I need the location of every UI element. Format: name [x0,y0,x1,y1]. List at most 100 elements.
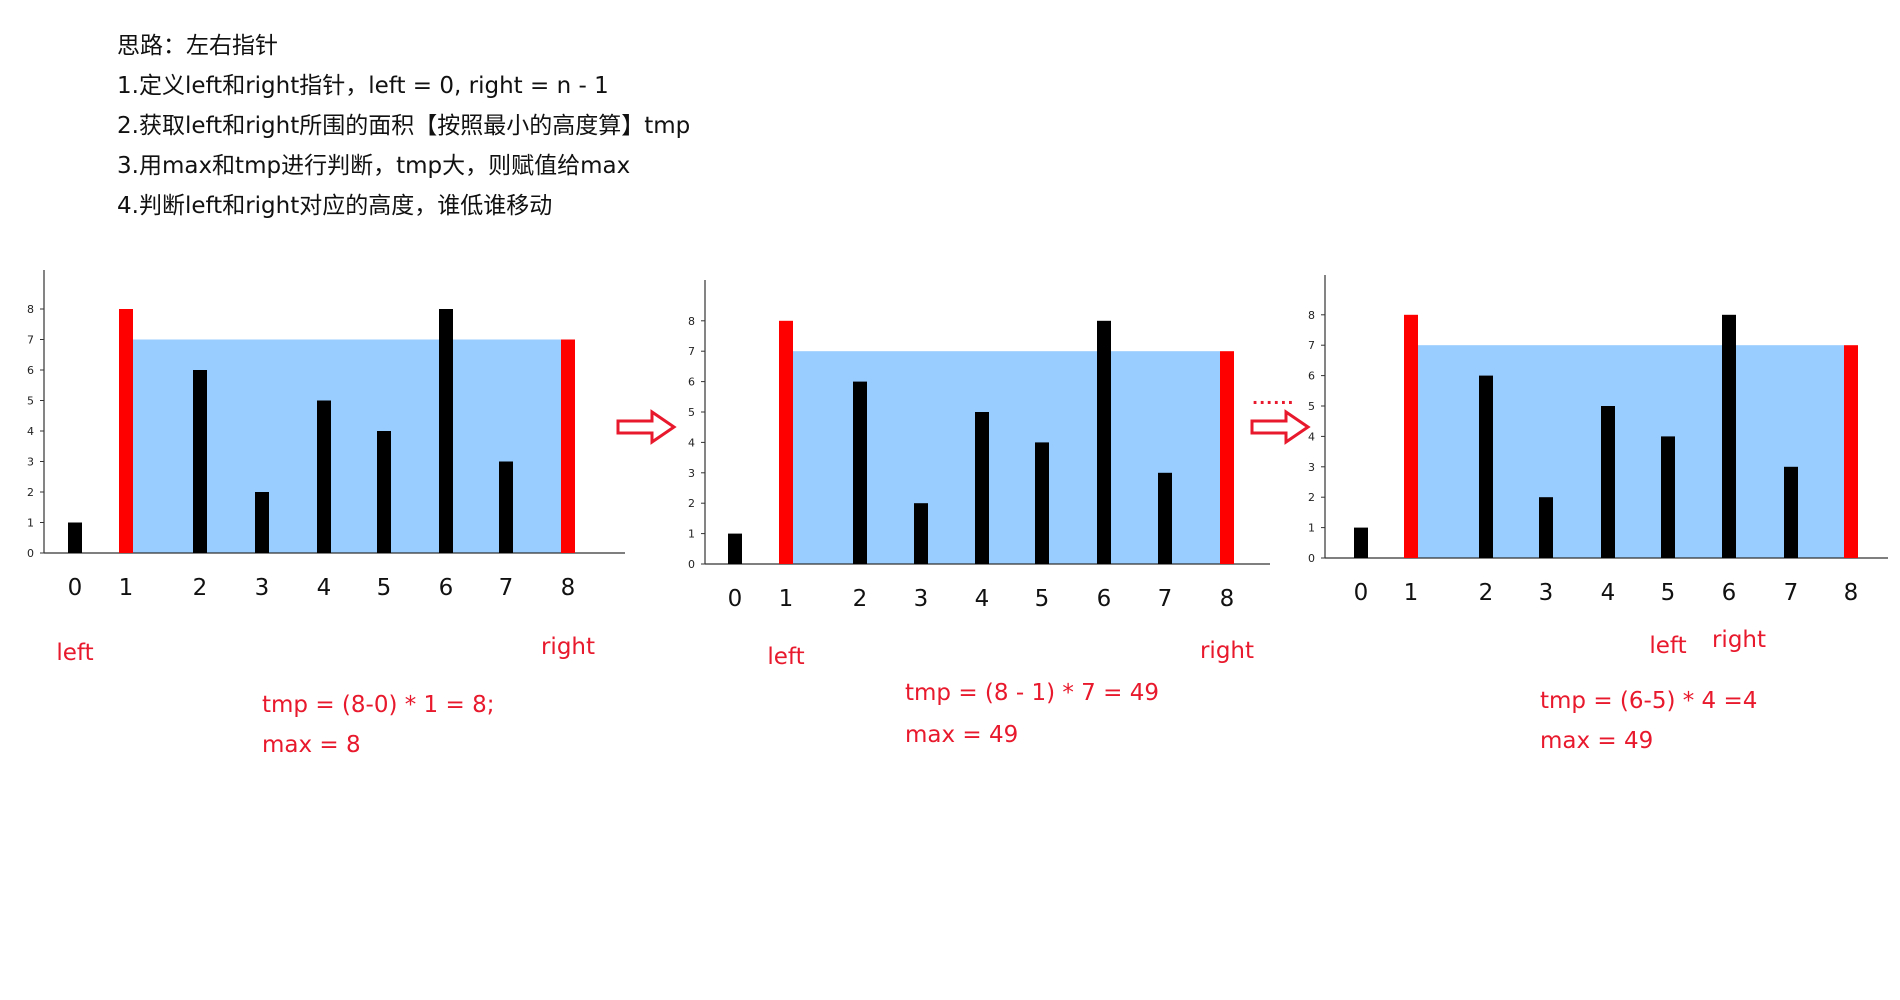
chart-1: 0 1 2 3 4 5 6 7 8 0 1 2 3 4 5 6 7 8 left right tmp = (8-0) *… [27,270,625,758]
bar-2 [853,381,867,564]
y-tick-label: 0 [27,547,34,560]
chart-3: 0 1 2 3 4 5 6 7 8 0 1 2 3 4 5 6 7 8 left right tmp = (6-5) *… [1308,275,1888,754]
y-tick-label: 5 [27,395,34,408]
tmp-formula: tmp = (8-0) * 1 = 8; [262,692,494,718]
category-label: 0 [728,586,743,612]
category-label: 2 [853,586,868,612]
category-label: 8 [1220,586,1235,612]
bar-7 [1784,466,1798,558]
y-tick-label: 1 [688,528,695,541]
notes-step-1: 1.定义left和right指针，left = 0, right = n - 1 [117,73,609,99]
category-label: 3 [255,575,270,601]
bar-4 [975,412,989,564]
y-tick-label: 2 [27,486,34,499]
tmp-formula: tmp = (8 - 1) * 7 = 49 [905,680,1159,706]
y-tick-label: 4 [27,425,34,438]
y-tick-label: 5 [1308,400,1315,413]
category-label: 2 [1479,580,1494,606]
y-tick-label: 8 [1308,309,1315,322]
y-tick-label: 3 [1308,461,1315,474]
max-value: max = 49 [1540,728,1653,754]
y-tick-label: 2 [1308,491,1315,504]
category-label: 6 [1722,580,1737,606]
left-pointer-label: left [767,644,804,670]
bar-3 [914,503,928,564]
left-pointer-label: left [1649,633,1686,659]
category-label: 5 [1035,586,1050,612]
transition-arrow-1 [616,409,677,445]
max-value: max = 49 [905,722,1018,748]
y-tick-label: 4 [688,436,695,449]
category-label: 8 [1844,580,1859,606]
y-tick-label: 6 [1308,370,1315,383]
category-label: 1 [779,586,794,612]
bar-8 [1844,345,1858,558]
category-label: 7 [499,575,514,601]
right-pointer-label: right [1200,638,1254,664]
ellipsis-dots: ...... [1252,389,1294,408]
bar-6 [1097,320,1111,564]
bar-5 [1035,442,1049,564]
y-tick-label: 1 [1308,522,1315,535]
bar-2 [193,370,207,553]
y-tick-label: 7 [27,334,34,347]
category-label: 2 [193,575,208,601]
bar-7 [1158,472,1172,564]
category-label: 7 [1784,580,1799,606]
category-label: 8 [561,575,576,601]
bar-0 [1354,527,1368,558]
bar-3 [255,492,269,553]
y-tick-label: 3 [688,467,695,480]
y-tick-label: 7 [1308,339,1315,352]
bar-6 [439,309,453,553]
bar-4 [1601,406,1615,558]
y-tick-label: 0 [688,558,695,571]
category-label: 5 [377,575,392,601]
notes-title: 思路：左右指针 [117,33,278,59]
bar-2 [1479,375,1493,558]
y-tick-label: 0 [1308,552,1315,565]
arrow-shape [616,409,677,445]
chart-2: 0 1 2 3 4 5 6 7 8 0 1 2 3 4 5 6 7 8 left right tmp = (8 - 1)… [688,280,1270,748]
bar-5 [377,431,391,553]
bar-7 [499,461,513,553]
notes-step-2: 2.获取left和right所围的面积【按照最小的高度算】tmp [117,113,691,139]
bar-1 [779,320,793,564]
y-tick-label: 3 [27,456,34,469]
y-tick-label: 5 [688,406,695,419]
category-label: 3 [1539,580,1554,606]
bar-1 [119,309,133,553]
bar-6 [1722,314,1736,558]
category-label: 7 [1158,586,1173,612]
right-pointer-label: right [1712,627,1766,653]
category-label: 6 [439,575,454,601]
category-label: 4 [975,586,990,612]
transition-arrow-2 [1250,409,1311,445]
bar-0 [68,522,82,553]
y-tick-label: 8 [27,303,34,316]
category-label: 1 [119,575,134,601]
bar-4 [317,400,331,553]
category-label: 4 [317,575,332,601]
category-label: 5 [1661,580,1676,606]
bar-3 [1539,497,1553,558]
bar-8 [1220,351,1234,564]
category-label: 6 [1097,586,1112,612]
bar-1 [1404,314,1418,558]
category-label: 3 [914,586,929,612]
notes-step-4: 4.判断left和right对应的高度，谁低谁移动 [117,193,553,219]
notes-step-3: 3.用max和tmp进行判断，tmp大，则赋值给max [117,153,631,179]
y-tick-label: 6 [688,376,695,389]
bar-5 [1661,436,1675,558]
right-pointer-label: right [541,634,595,660]
category-label: 1 [1404,580,1419,606]
category-label: 0 [68,575,83,601]
y-tick-label: 1 [27,517,34,530]
y-tick-label: 8 [688,315,695,328]
left-pointer-label: left [56,640,93,666]
y-tick-label: 7 [688,345,695,358]
y-tick-label: 6 [27,364,34,377]
category-label: 0 [1354,580,1369,606]
y-tick-label: 2 [688,497,695,510]
